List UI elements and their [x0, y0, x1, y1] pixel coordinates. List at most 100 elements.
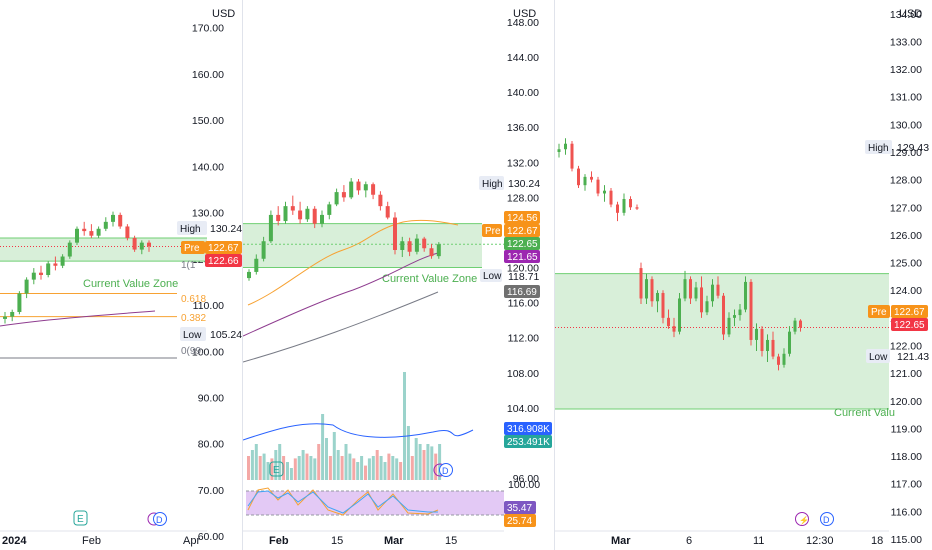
price-tick: 116.00 [508, 298, 539, 310]
volume-bar [367, 458, 371, 480]
x-tick: Feb [269, 535, 289, 547]
p1-candle [132, 238, 137, 250]
price-tick: 127.00 [890, 202, 922, 214]
price-tick: 125.00 [890, 258, 922, 270]
volume-bar [379, 456, 383, 480]
p1-candle [111, 214, 115, 222]
volume-bar [332, 432, 336, 480]
price-tick: 144.00 [507, 52, 539, 64]
p3-candle [557, 149, 561, 153]
volume-bar [375, 450, 379, 480]
earnings-icon[interactable] [269, 461, 284, 477]
p3-candle [755, 328, 758, 340]
p3-candle [577, 168, 580, 186]
pre-value: 122.67 [507, 226, 538, 237]
p2-candle [327, 204, 332, 215]
x-tick: 18 [871, 535, 883, 547]
p1-candle [96, 228, 101, 236]
x-tick: Feb [82, 535, 101, 547]
volume-bar [262, 453, 266, 480]
high-label-bg [177, 221, 207, 235]
p2-candle [247, 271, 251, 279]
p2-candle [356, 181, 361, 191]
p3-candle [788, 331, 791, 354]
price-tick: 124.00 [890, 285, 922, 297]
volume-bar [266, 462, 270, 480]
pre-value: 122.67 [894, 307, 925, 318]
osc-purple-value-bg [504, 501, 536, 514]
p1-candle [17, 293, 22, 312]
pre-value-bg [891, 305, 928, 318]
p2-candle [341, 192, 346, 198]
volume-bar [270, 458, 274, 480]
p3-candle [716, 284, 720, 296]
p1-candle [24, 279, 29, 294]
dividend-icon[interactable] [439, 463, 453, 477]
price-tick: 104.00 [507, 403, 539, 415]
earnings-icon[interactable] [73, 510, 88, 526]
price-tick: 112.00 [508, 333, 539, 345]
p3-candle [700, 287, 703, 313]
p1-candle [46, 263, 51, 275]
volume-bar [313, 458, 317, 480]
p1-candle [10, 311, 15, 317]
x-tick: 6 [686, 535, 692, 547]
low-label-bg [866, 349, 890, 363]
chart-panel-daily[interactable]: USD170.00160.00150.00140.00130.00120.001… [0, 0, 242, 550]
dividend-icon[interactable] [153, 512, 167, 526]
pre-label: Pre [485, 226, 501, 237]
volume-bar [340, 456, 344, 480]
volume-bar [422, 450, 426, 480]
p3-candle [672, 326, 676, 332]
high-value: 130.24 [508, 178, 540, 190]
volume-bar [383, 462, 387, 480]
volume-bar [371, 456, 375, 480]
p3-candle [622, 198, 626, 213]
price-tick: 60.00 [198, 531, 224, 543]
chart-panel-1-canvas[interactable]: USD170.00160.00150.00140.00130.00120.001… [0, 0, 242, 550]
osc-orange-value-bg [504, 514, 536, 527]
p2-candle [261, 241, 266, 259]
pre-label-bg [181, 241, 205, 254]
p3-candle [616, 204, 619, 213]
p3-candle [771, 339, 775, 357]
last-price-value-bg [504, 237, 540, 250]
split-icon[interactable] [795, 512, 809, 526]
fib-0382-label: 0.382 [181, 313, 206, 324]
volume-bar [391, 456, 395, 480]
volume-bar [426, 444, 430, 480]
volume-bar [286, 462, 289, 480]
p1-candle [31, 272, 36, 280]
chart-panel-3-canvas[interactable]: USD134.00133.00132.00131.00130.00129.001… [555, 0, 932, 550]
volume-ma-line [243, 423, 474, 441]
p2-candle [407, 241, 412, 252]
p2-candle [320, 214, 324, 224]
p3-candle [749, 281, 753, 340]
x-tick: Mar [611, 535, 631, 547]
price-tick: 70.00 [198, 485, 224, 497]
price-tick: 133.00 [890, 36, 922, 48]
chart-panel-intraday[interactable]: USD 134.00 133.00 132.00 131.00 130.00 129.00 1… [555, 0, 932, 550]
price-tick: 118.00 [891, 451, 922, 463]
p2-candle [371, 184, 376, 195]
price-tick: 132.00 [890, 64, 922, 76]
price-tick: 110.00 [193, 300, 224, 312]
dividend-icon[interactable] [820, 512, 834, 526]
p2-candle [305, 208, 310, 220]
x-tick: 11 [753, 535, 764, 547]
zone-label: Current Value Zone [83, 278, 178, 290]
volume-bar [403, 372, 406, 480]
low-value: 105.24 [210, 329, 242, 341]
price-tick: 150.00 [192, 115, 224, 127]
osc-top-tick: 100.00 [508, 479, 540, 491]
chart-panel-multi-indicator[interactable]: USD 148.00 144.00 140.00 136.00 132.00 128.00 1… [243, 0, 554, 550]
volume-bar [336, 450, 340, 480]
p1-candle [53, 263, 58, 266]
low-label: Low [183, 330, 202, 341]
x-tick: Mar [384, 535, 404, 547]
ma-purple-value: 121.65 [507, 252, 538, 263]
p1-candle [89, 231, 94, 236]
volume-bar [289, 468, 293, 480]
panel-divider [554, 0, 555, 550]
